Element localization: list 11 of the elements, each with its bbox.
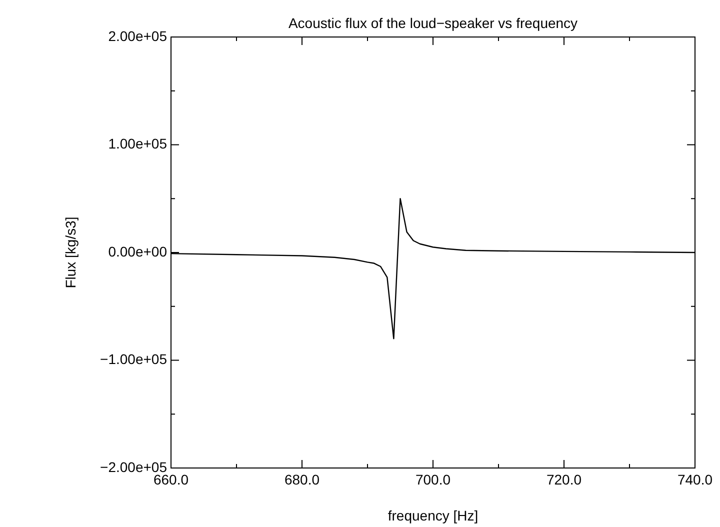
y-tick-label: 1.00e+05: [108, 136, 168, 152]
y-tick-label: −1.00e+05: [100, 351, 168, 368]
x-tick-label: 740.0: [677, 471, 713, 488]
y-tick-label: 0.00e+00: [108, 243, 168, 260]
y-axis-title: Flux [kg/s3]: [62, 216, 78, 288]
x-tick-label: 680.0: [284, 471, 320, 488]
x-tick-label: 720.0: [546, 471, 582, 488]
chart-title: Acoustic flux of the loud−speaker vs frequency: [288, 14, 578, 31]
y-tick-label: 2.00e+05: [108, 28, 168, 44]
x-tick-label: 700.0: [415, 471, 451, 488]
x-axis-title: frequency [Hz]: [388, 507, 478, 524]
